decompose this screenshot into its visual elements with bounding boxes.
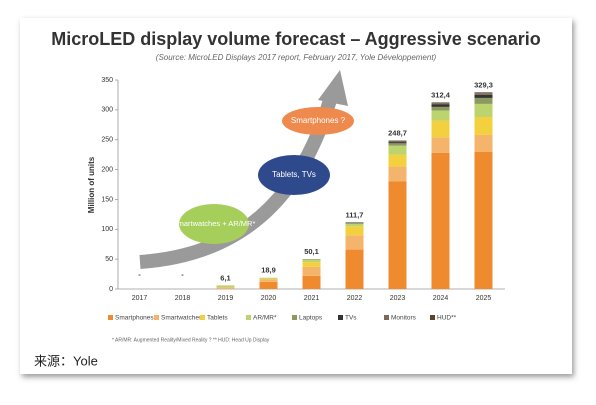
bar-segment [260,278,278,279]
legend-label: TVs [345,315,357,322]
legend-swatch [108,315,113,320]
x-tick-label: 2024 [433,295,449,302]
total-label: 312,4 [431,90,451,99]
caption: 来源：Yole [34,353,98,368]
legend-label: AR/MR* [253,315,277,322]
bar-segment [432,153,450,289]
bar-segment [475,95,493,98]
y-tick-label: 150 [101,196,113,203]
bar-segment [260,282,278,289]
bar-segment [475,92,493,93]
chart-subtitle: (Source: MicroLED Displays 2017 report, … [156,53,437,62]
bar-segment [303,260,321,262]
bar-segment [346,250,364,289]
chart-title: MicroLED display volume forecast – Aggre… [51,29,541,49]
legend-swatch [292,315,297,320]
x-tick-label: 2017 [132,295,148,302]
legend-swatch [430,315,435,320]
bar-segment [389,155,407,167]
bar-segment [432,121,450,138]
bar-segment [303,276,321,289]
legend-label: Smartphones [115,315,154,322]
bar-segment [432,137,450,153]
y-tick-label: 200 [101,166,113,173]
x-tick-label: 2022 [347,295,363,302]
bar-segment [260,279,278,281]
bar-segment [346,224,364,226]
legend-swatch [384,315,389,320]
y-tick-label: 300 [101,107,113,114]
x-tick-label: 2019 [218,295,234,302]
bar-segment [217,287,235,289]
legend-label: Laptops [299,315,323,322]
legend-label: Smartwatches [161,315,203,322]
bar-segment [346,226,364,235]
y-tick-label: 0 [109,286,113,293]
total-label: 248,7 [388,128,407,137]
legend-label: Tablets [207,315,228,322]
y-tick-label: 50 [105,256,113,263]
bar-segment [217,285,235,287]
bar-segment [389,182,407,289]
bar-segment [475,117,493,135]
legend-swatch [338,315,343,320]
total-label: 18,9 [261,266,276,275]
bar-segment [432,104,450,106]
annotation: Smartwatches + AR/MR* [173,219,256,228]
x-tick-label: 2023 [390,295,406,302]
total-label: 111,7 [346,210,364,219]
bar-segment [389,167,407,182]
total-label: 50,1 [304,247,319,256]
footnote: * AR/MR: Augmented Reality/Mixed Reality… [112,337,270,343]
bar-segment [303,262,321,267]
y-tick-label: 100 [101,226,113,233]
bar-segment [432,102,450,103]
legend-swatch [246,315,251,320]
y-tick-label: 350 [101,77,113,84]
bar-segment [475,152,493,289]
legend-label: HUD** [437,315,457,322]
x-tick-label: 2018 [175,295,191,302]
bar-segment [346,235,364,249]
x-tick-label: 2025 [476,295,492,302]
bar-segment [475,135,493,152]
bar-segment [260,279,278,280]
annotation: Tablets, TVs [272,170,316,179]
bar-segment [389,143,407,145]
total-label: 329,3 [474,80,493,89]
y-tick-label: 250 [101,137,113,144]
bar-segment [389,142,407,143]
legend-swatch [154,315,159,320]
legend-label: Monitors [391,315,417,322]
bar-segment [303,259,321,260]
bar-segment [475,93,493,95]
bar-segment [432,107,450,111]
bar-segment [303,267,321,276]
annotation: Smartphones ? [291,116,346,125]
x-tick-label: 2020 [261,295,277,302]
legend-swatch [200,315,205,320]
bar-segment [346,223,364,224]
y-axis-label: Million of units [87,156,96,213]
total-label: 6,1 [220,273,230,282]
bar-segment [432,110,450,120]
bar-segment [389,146,407,155]
x-tick-label: 2021 [304,295,320,302]
bar-segment [475,98,493,104]
bar-segment [432,103,450,104]
bar-segment [389,141,407,142]
bar-segment [475,104,493,117]
